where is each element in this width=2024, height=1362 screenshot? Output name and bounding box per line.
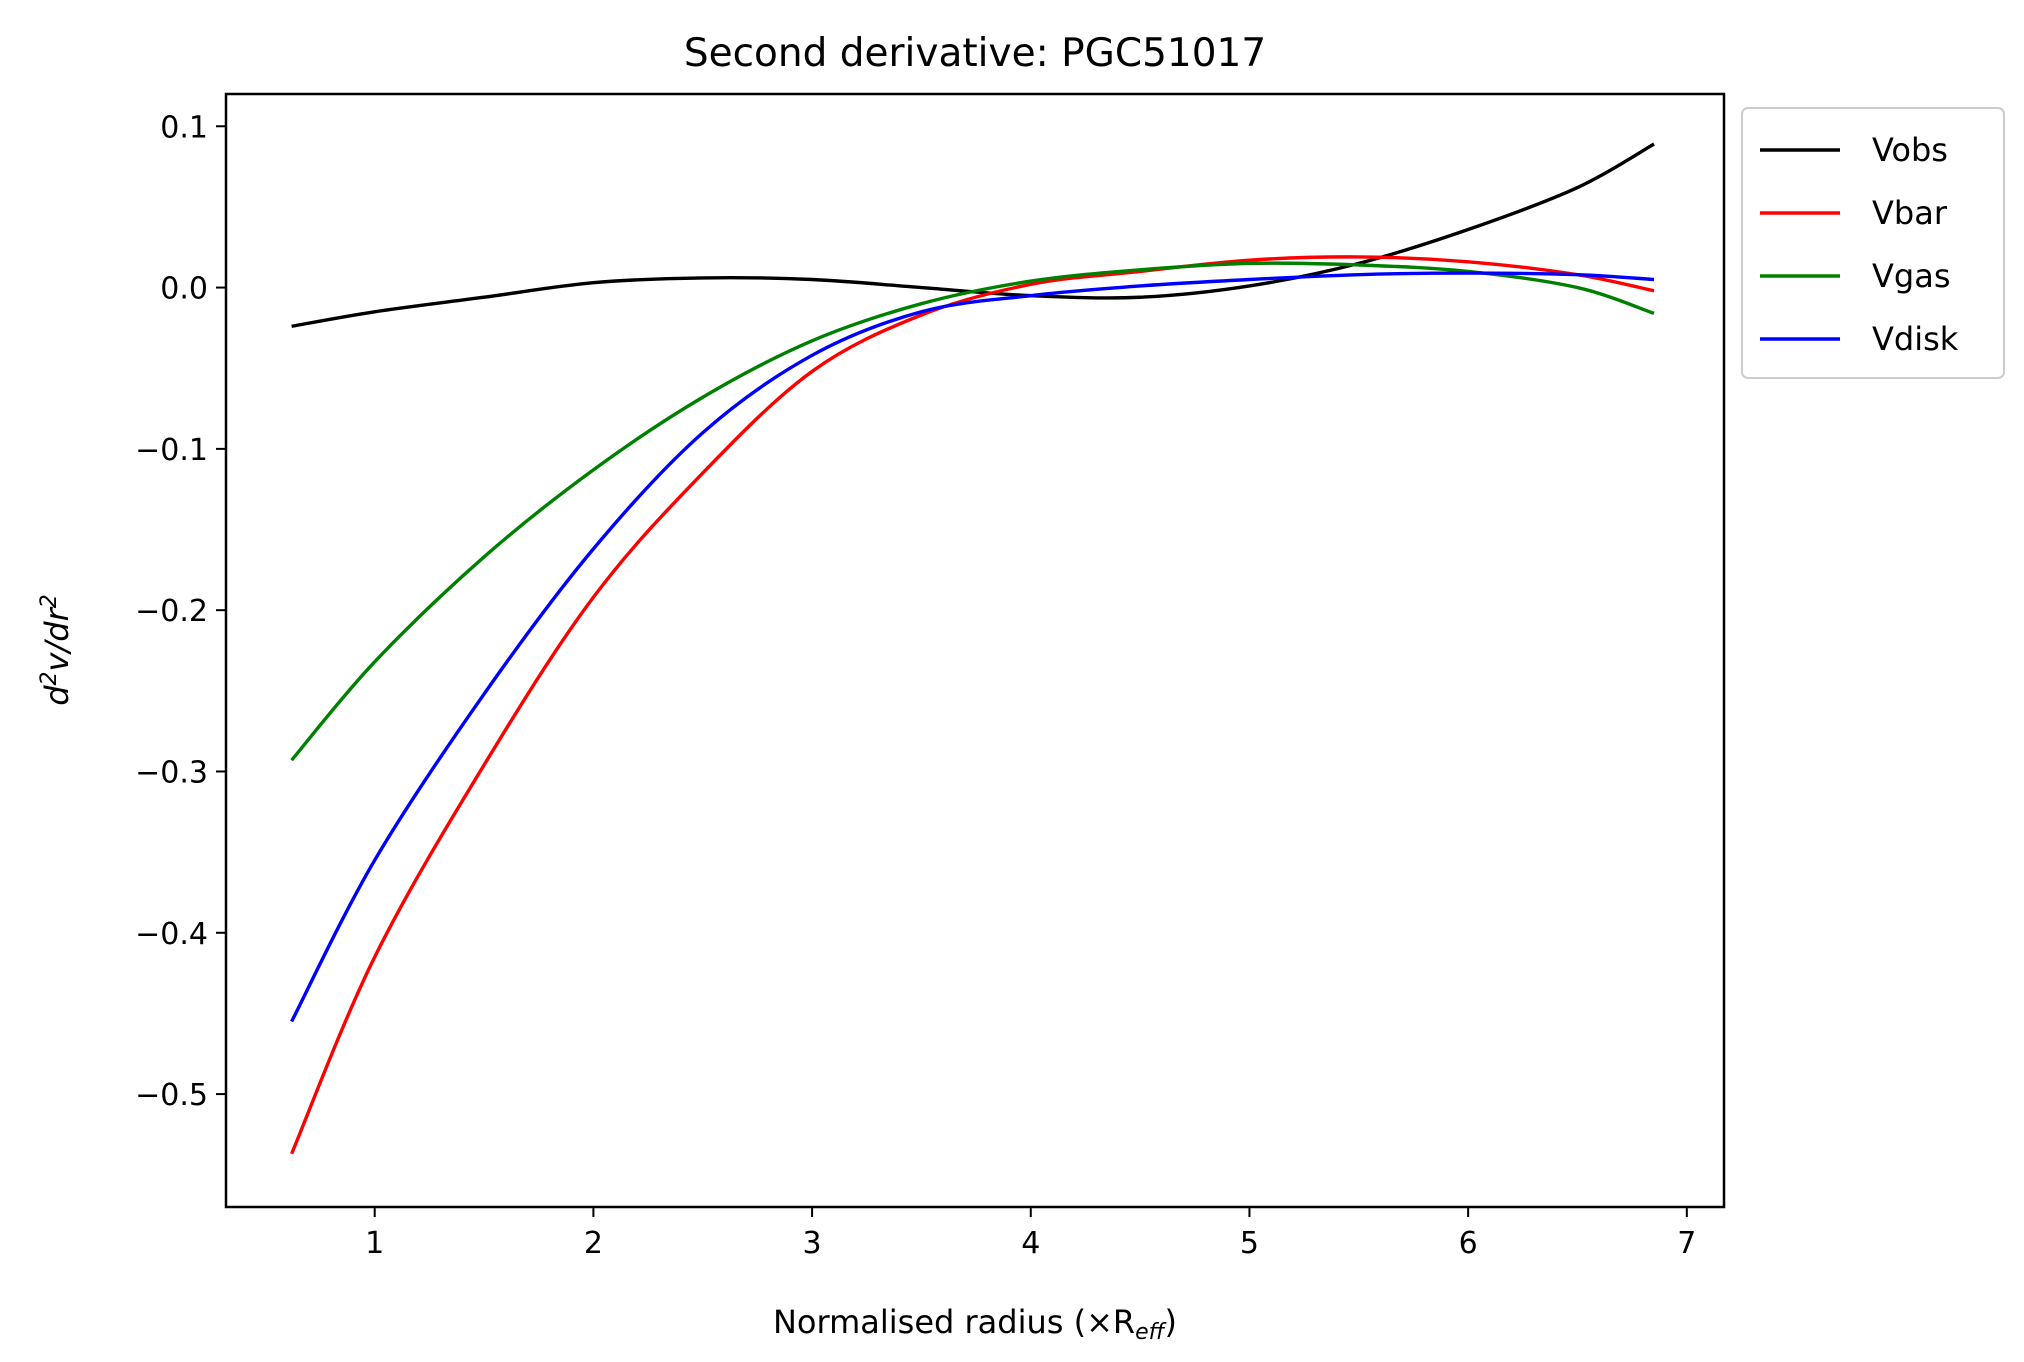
legend-label-vbar: Vbar — [1872, 194, 1948, 232]
x-axis-label-subscript: eff — [1135, 1320, 1167, 1345]
plot-area — [290, 142, 1655, 1155]
legend-label-vobs: Vobs — [1872, 131, 1948, 169]
series-line-vgas — [290, 261, 1655, 762]
x-axis-label: Normalised radius (×Reff) — [773, 1303, 1177, 1345]
y-tick-label: 0.1 — [160, 110, 208, 145]
series-line-vdisk — [290, 271, 1655, 1023]
y-axis-label: d2v/dr2 — [37, 594, 76, 706]
legend-box — [1741, 107, 2005, 379]
legend: Vobs Vbar Vgas Vdisk — [1741, 107, 2005, 379]
x-tick-label: 4 — [1021, 1226, 1040, 1261]
x-axis: 1 2 3 4 5 6 7 — [365, 1207, 1696, 1261]
chart-title: Second derivative: PGC51017 — [684, 31, 1266, 76]
y-tick-label: 0.0 — [160, 272, 208, 307]
y-axis-label-mid: v/dr — [38, 606, 76, 671]
x-axis-label-close: ) — [1165, 1303, 1177, 1341]
y-tick-label: −0.1 — [135, 433, 208, 468]
y-tick-label: −0.2 — [135, 594, 208, 629]
x-tick-label: 3 — [803, 1226, 822, 1261]
y-tick-label: −0.3 — [135, 755, 208, 790]
x-tick-label: 7 — [1677, 1226, 1696, 1261]
y-axis-label-exp1: 2 — [37, 671, 62, 685]
y-tick-label: −0.4 — [135, 917, 208, 952]
y-axis-label-exp2: 2 — [37, 594, 62, 608]
series-line-vbar — [290, 255, 1655, 1155]
x-tick-label: 2 — [584, 1226, 603, 1261]
x-tick-label: 5 — [1240, 1226, 1259, 1261]
y-tick-label: −0.5 — [135, 1078, 208, 1113]
plot-frame — [224, 92, 1726, 1209]
legend-label-vdisk: Vdisk — [1872, 320, 1959, 358]
y-axis: 0.1 0.0 −0.1 −0.2 −0.3 −0.4 −0.5 — [135, 110, 226, 1113]
legend-label-vgas: Vgas — [1872, 257, 1950, 295]
x-tick-label: 1 — [365, 1226, 384, 1261]
x-tick-label: 6 — [1459, 1226, 1478, 1261]
